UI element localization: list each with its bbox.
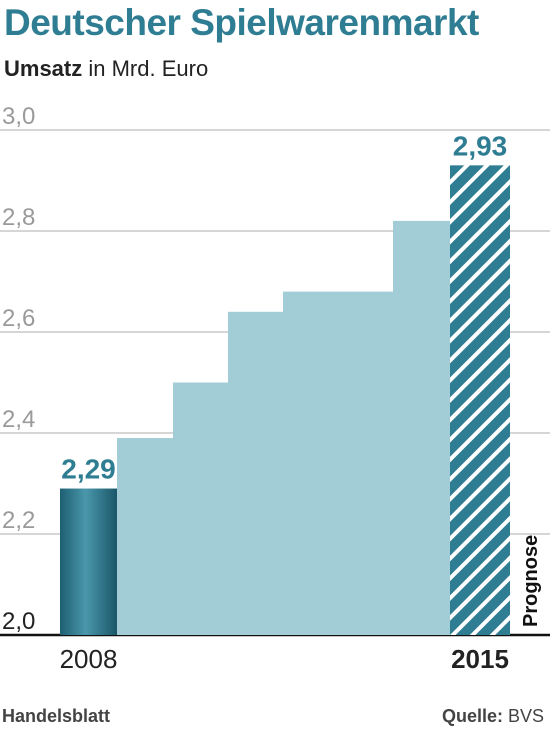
y-tick-label: 3,0 <box>2 103 35 130</box>
bars <box>60 165 510 635</box>
bar-2014 <box>393 220 450 635</box>
brand-label: Handelsblatt <box>2 706 111 726</box>
data-label-2008: 2,29 <box>61 454 116 485</box>
subtitle-bold: Umsatz <box>4 56 83 81</box>
bar-2012 <box>283 291 338 635</box>
y-tick-label: 2,2 <box>2 507 35 534</box>
source-prefix: Quelle: <box>441 706 503 726</box>
bar-2015 <box>450 165 510 635</box>
subtitle-rest: in Mrd. Euro <box>82 56 209 81</box>
bar-2009 <box>117 438 173 635</box>
bar-2013 <box>338 291 393 635</box>
bar-2011 <box>228 311 283 635</box>
source-label: Quelle: BVS <box>442 706 544 727</box>
chart-title: Deutscher Spielwarenmarkt <box>4 2 479 43</box>
labels: 2,0 2,2 2,4 2,6 2,8 3,0 2,29 2,93 2008 2015 Progno… <box>2 103 542 674</box>
y-tick-label: 2,8 <box>2 204 35 231</box>
source-value: BVS <box>502 706 544 726</box>
y-tick-label: 2,0 <box>2 608 35 635</box>
prognose-annotation: Prognose <box>520 535 542 627</box>
y-tick-label: 2,6 <box>2 305 35 332</box>
bar-chart: 2,0 2,2 2,4 2,6 2,8 3,0 2,29 2,93 2008 2015 Progno… <box>0 103 550 674</box>
data-label-2015: 2,93 <box>453 130 508 161</box>
chart-subtitle: Umsatz in Mrd. Euro <box>4 56 208 82</box>
y-tick-label: 2,4 <box>2 406 35 433</box>
x-tick-label: 2015 <box>451 644 509 674</box>
bar-2010 <box>173 382 228 635</box>
bar-2008 <box>60 488 117 635</box>
x-tick-label: 2008 <box>60 644 118 674</box>
